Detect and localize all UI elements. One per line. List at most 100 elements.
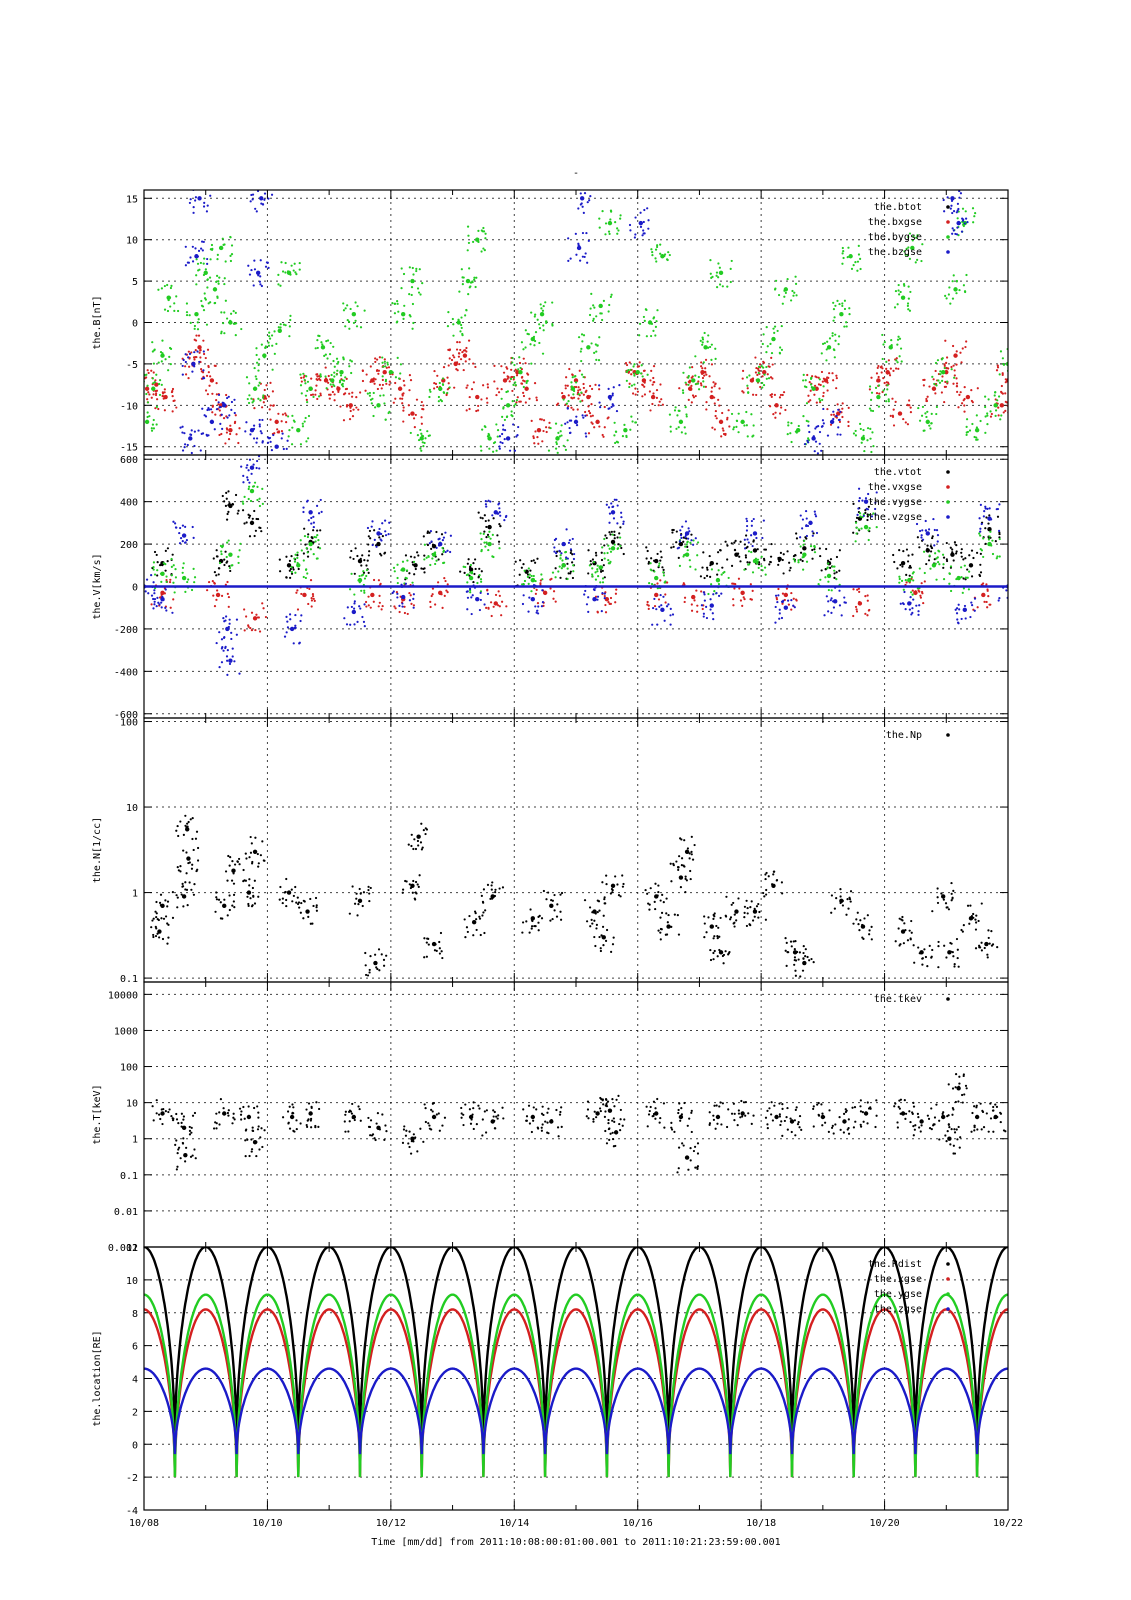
- sample-dot: [179, 537, 183, 540]
- sample-dot: [544, 320, 548, 323]
- data-point: [505, 436, 511, 441]
- data-point: [610, 510, 616, 515]
- sample-dot: [920, 582, 923, 585]
- sample-dot: [747, 391, 750, 394]
- sample-dot: [475, 928, 478, 932]
- sample-dot: [387, 366, 391, 369]
- sample-dot: [503, 519, 506, 522]
- sample-dot: [710, 343, 713, 346]
- sample-dot: [277, 273, 280, 276]
- sample-dot: [822, 422, 825, 425]
- sample-dot: [990, 518, 993, 521]
- sample-dot: [452, 323, 455, 326]
- sample-dot: [255, 377, 258, 381]
- sample-dot: [452, 354, 455, 357]
- sample-dot: [839, 901, 842, 905]
- sample-dot: [765, 871, 768, 875]
- sample-dot: [466, 590, 469, 593]
- sample-dot: [380, 532, 383, 536]
- sample-dot: [400, 267, 403, 270]
- sample-dot: [902, 942, 905, 945]
- sample-dot: [838, 420, 842, 423]
- sample-dot: [420, 416, 423, 419]
- sample-dot: [537, 915, 540, 918]
- sample-dot: [689, 541, 692, 544]
- sample-dot: [961, 347, 964, 350]
- sample-dot: [373, 538, 376, 541]
- sample-dot: [497, 391, 501, 394]
- sample-dot: [718, 948, 721, 952]
- data-point: [826, 573, 832, 579]
- sample-dot: [553, 550, 556, 553]
- sample-dot: [994, 540, 997, 543]
- sample-dot: [324, 353, 327, 356]
- sample-dot: [861, 936, 864, 939]
- sample-dot: [781, 892, 784, 895]
- sample-dot: [285, 631, 288, 634]
- sample-dot: [358, 574, 361, 578]
- data-point: [302, 592, 307, 598]
- sample-dot: [963, 410, 966, 413]
- sample-dot: [228, 618, 231, 621]
- sample-dot: [247, 513, 250, 516]
- sample-dot: [857, 499, 861, 503]
- sample-dot: [536, 557, 539, 560]
- sample-dot: [326, 357, 329, 360]
- sample-dot: [954, 608, 957, 611]
- data-point: [839, 312, 844, 317]
- sample-dot: [417, 554, 420, 557]
- sample-dot: [285, 555, 288, 558]
- sample-dot: [184, 590, 187, 593]
- sample-dot: [866, 515, 869, 518]
- sample-dot: [988, 603, 991, 606]
- sample-dot: [354, 301, 357, 304]
- sample-dot: [762, 366, 765, 369]
- sample-dot: [579, 400, 582, 403]
- sample-dot: [976, 606, 979, 609]
- sample-dot: [381, 535, 384, 538]
- sample-dot: [380, 554, 383, 557]
- sample-dot: [245, 615, 248, 618]
- sample-dot: [413, 556, 416, 559]
- sample-dot: [653, 559, 656, 562]
- data-point: [524, 386, 529, 391]
- sample-dot: [588, 906, 592, 909]
- sample-dot: [910, 931, 913, 934]
- sample-dot: [782, 572, 785, 575]
- sample-dot: [877, 405, 881, 408]
- sample-dot: [640, 372, 643, 375]
- sample-dot: [285, 904, 288, 908]
- sample-dot: [745, 534, 748, 537]
- sample-dot: [643, 319, 646, 322]
- sample-dot: [940, 892, 943, 895]
- sample-dot: [757, 365, 761, 368]
- sample-dot: [813, 551, 817, 554]
- data-point: [910, 245, 915, 251]
- sample-dot: [392, 590, 395, 593]
- legend-label: the.btot: [874, 202, 922, 213]
- sample-dot: [871, 431, 874, 434]
- sample-dot: [215, 549, 218, 552]
- data-point: [286, 890, 292, 895]
- sample-dot: [618, 536, 622, 539]
- sample-dot: [312, 553, 315, 556]
- sample-dot: [653, 570, 656, 573]
- sample-dot: [265, 261, 269, 264]
- sample-dot: [634, 233, 637, 236]
- sample-dot: [652, 317, 655, 320]
- sample-dot: [567, 259, 570, 262]
- sample-dot: [263, 192, 267, 195]
- sample-dot: [998, 537, 1001, 541]
- sample-dot: [815, 376, 818, 379]
- sample-dot: [822, 385, 825, 388]
- sample-dot: [398, 610, 401, 614]
- sample-dot: [536, 318, 539, 321]
- sample-dot: [422, 535, 425, 538]
- sample-dot: [409, 886, 412, 890]
- sample-dot: [630, 415, 633, 418]
- sample-dot: [409, 594, 412, 597]
- sample-dot: [317, 546, 320, 549]
- sample-dot: [365, 568, 369, 572]
- sample-dot: [931, 910, 934, 913]
- sample-dot: [258, 497, 261, 500]
